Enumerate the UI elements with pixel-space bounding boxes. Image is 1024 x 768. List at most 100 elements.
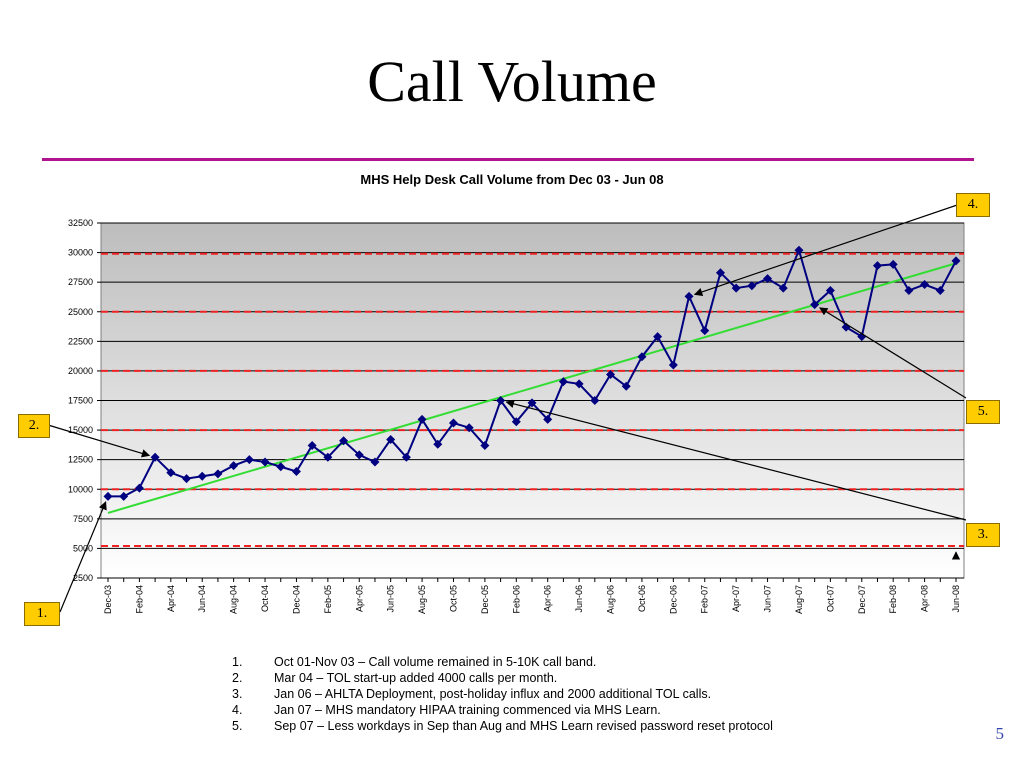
x-tick-label: Jun-08 [951, 585, 961, 613]
callout-arrows [47, 201, 967, 613]
note-number: 2. [232, 671, 243, 685]
data-point [307, 440, 317, 450]
data-point [731, 283, 741, 293]
y-tick-label: 20000 [68, 366, 93, 376]
x-tick-label: Dec-05 [480, 585, 490, 614]
data-point [291, 467, 301, 476]
y-tick-label: 15000 [68, 425, 93, 435]
x-tick-label: Jun-06 [574, 585, 584, 613]
y-tick-label: 5000 [73, 543, 93, 553]
data-point [496, 396, 506, 405]
x-tick-label: Oct-04 [260, 585, 270, 612]
data-point [810, 300, 820, 310]
data-point [339, 436, 349, 446]
y-tick-label: 17500 [68, 396, 93, 406]
data-point [480, 440, 490, 450]
data-point [778, 283, 788, 293]
data-point [527, 398, 537, 408]
x-tick-label: Apr-04 [166, 585, 176, 612]
call-volume-chart: 2500 5000 7500 10000 12500 15000 17500 20000 225… [47, 201, 967, 614]
x-tick-label: Jun-04 [197, 585, 207, 613]
data-point [558, 377, 568, 387]
x-tick-label: Oct-07 [825, 585, 835, 612]
y-tick-label: 30000 [68, 248, 93, 258]
data-point [150, 452, 160, 462]
data-point [448, 418, 458, 428]
data-point [229, 461, 239, 471]
callout-arrow [819, 307, 967, 399]
data-point [386, 435, 396, 445]
y-tick-label: 12500 [68, 455, 93, 465]
note-number: 1. [232, 655, 243, 669]
data-point [543, 414, 553, 424]
callout-arrow [59, 501, 107, 613]
x-tick-label: Feb-04 [134, 585, 144, 614]
y-axis: 2500 5000 7500 10000 12500 15000 17500 20000 225… [68, 218, 101, 583]
x-tick-label: Dec-03 [103, 585, 113, 614]
page-number: 5 [995, 724, 1005, 743]
notes-list: 1. Oct 01-Nov 03 – Call volume remained i… [232, 654, 773, 734]
data-point [637, 352, 647, 362]
data-point [653, 332, 663, 342]
note-number: 3. [232, 687, 243, 701]
note-text: Oct 01-Nov 03 – Call volume remained in … [274, 655, 597, 669]
y-tick-label: 2500 [73, 573, 93, 583]
data-point [354, 450, 364, 460]
data-point [920, 280, 930, 290]
title-divider [42, 158, 974, 161]
data-point [888, 259, 898, 269]
callout-arrow [693, 201, 967, 296]
data-point [276, 462, 286, 472]
data-point [119, 491, 129, 501]
data-point [260, 457, 270, 467]
x-tick-label: Jun-05 [386, 585, 396, 613]
slide-title: Call Volume [367, 49, 657, 114]
note-text: Mar 04 – TOL start-up added 4000 calls p… [274, 671, 558, 685]
data-point [134, 483, 144, 493]
y-tick-label: 27500 [68, 277, 93, 287]
data-point [904, 285, 914, 295]
data-point [857, 332, 867, 342]
note-text: Jan 06 – AHLTA Deployment, post-holiday … [274, 687, 712, 701]
x-tick-label: Feb-08 [888, 585, 898, 614]
x-tick-label: Oct-06 [637, 585, 647, 612]
data-point [872, 261, 882, 271]
y-tick-label: 10000 [68, 484, 93, 494]
x-tick-label: Aug-05 [417, 585, 427, 614]
callout-4: 4. [956, 193, 990, 217]
data-point [103, 491, 113, 501]
note-item: 5. Sep 07 – Less workdays in Sep than Aug… [232, 718, 773, 734]
y-tick-label: 25000 [68, 307, 93, 317]
data-point [166, 468, 176, 478]
note-item: 3. Jan 06 – AHLTA Deployment, post-holida… [232, 686, 773, 702]
x-tick-label: Dec-06 [668, 585, 678, 614]
data-point [197, 471, 207, 481]
x-tick-label: Dec-07 [857, 585, 867, 614]
note-number: 5. [232, 719, 243, 733]
callout-1: 1. [24, 602, 60, 626]
data-point [747, 281, 757, 291]
data-point [511, 417, 521, 427]
y-tick-label: 22500 [68, 336, 93, 346]
x-tick-label: Apr-05 [354, 585, 364, 612]
note-item: 2. Mar 04 – TOL start-up added 4000 calls… [232, 670, 773, 686]
x-tick-label: Feb-05 [323, 585, 333, 614]
data-point [244, 455, 254, 465]
data-point [684, 291, 694, 301]
data-point [825, 285, 835, 295]
data-point [417, 414, 427, 424]
note-item: 1. Oct 01-Nov 03 – Call volume remained i… [232, 654, 773, 670]
x-tick-label: Oct-05 [448, 585, 458, 612]
x-tick-label: Jun-07 [763, 585, 773, 613]
callout-arrow [47, 424, 151, 458]
data-point [590, 396, 600, 405]
note-text: Jan 07 – MHS mandatory HIPAA training co… [274, 703, 661, 717]
callout-2: 2. [18, 414, 50, 438]
data-point [323, 452, 333, 462]
x-axis: Dec-03 Feb-04 Apr-04 Jun-04 Aug-04 Oct-04 Dec-… [103, 578, 961, 614]
callout-arrow [505, 399, 967, 521]
x-tick-label: Aug-06 [606, 585, 616, 614]
data-point [401, 452, 411, 462]
note-item: 4. Jan 07 – MHS mandatory HIPAA training … [232, 702, 773, 718]
callout-5: 5. [966, 400, 1000, 424]
